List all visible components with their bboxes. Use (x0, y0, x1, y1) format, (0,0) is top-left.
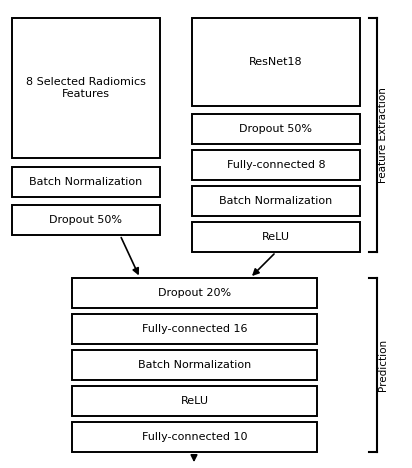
Text: 8 Selected Radiomics
Features: 8 Selected Radiomics Features (26, 77, 146, 99)
Bar (12, 167, 160, 197)
Text: ReLU: ReLU (180, 396, 208, 406)
Bar (72, 278, 317, 308)
Text: Fully-connected 10: Fully-connected 10 (142, 432, 247, 442)
Bar (12, 18, 160, 158)
Text: Batch Normalization: Batch Normalization (29, 177, 143, 187)
Text: Dropout 50%: Dropout 50% (239, 124, 312, 134)
Text: Prediction: Prediction (378, 339, 388, 391)
Bar (192, 150, 360, 180)
Text: ResNet18: ResNet18 (249, 57, 303, 67)
Bar (72, 350, 317, 380)
Text: ReLU: ReLU (262, 232, 290, 242)
Bar (72, 386, 317, 416)
Bar (192, 114, 360, 144)
Bar (192, 222, 360, 252)
Text: Dropout 20%: Dropout 20% (158, 288, 231, 298)
Bar (192, 186, 360, 216)
Text: Fully-connected 16: Fully-connected 16 (142, 324, 247, 334)
Text: Batch Normalization: Batch Normalization (219, 196, 332, 206)
Text: Feature Extraction: Feature Extraction (378, 87, 388, 183)
Bar (72, 422, 317, 452)
Text: Fully-connected 8: Fully-connected 8 (227, 160, 325, 170)
Bar (72, 314, 317, 344)
Text: Batch Normalization: Batch Normalization (138, 360, 251, 370)
Bar (192, 18, 360, 106)
Text: Dropout 50%: Dropout 50% (49, 215, 122, 225)
Bar (12, 205, 160, 235)
